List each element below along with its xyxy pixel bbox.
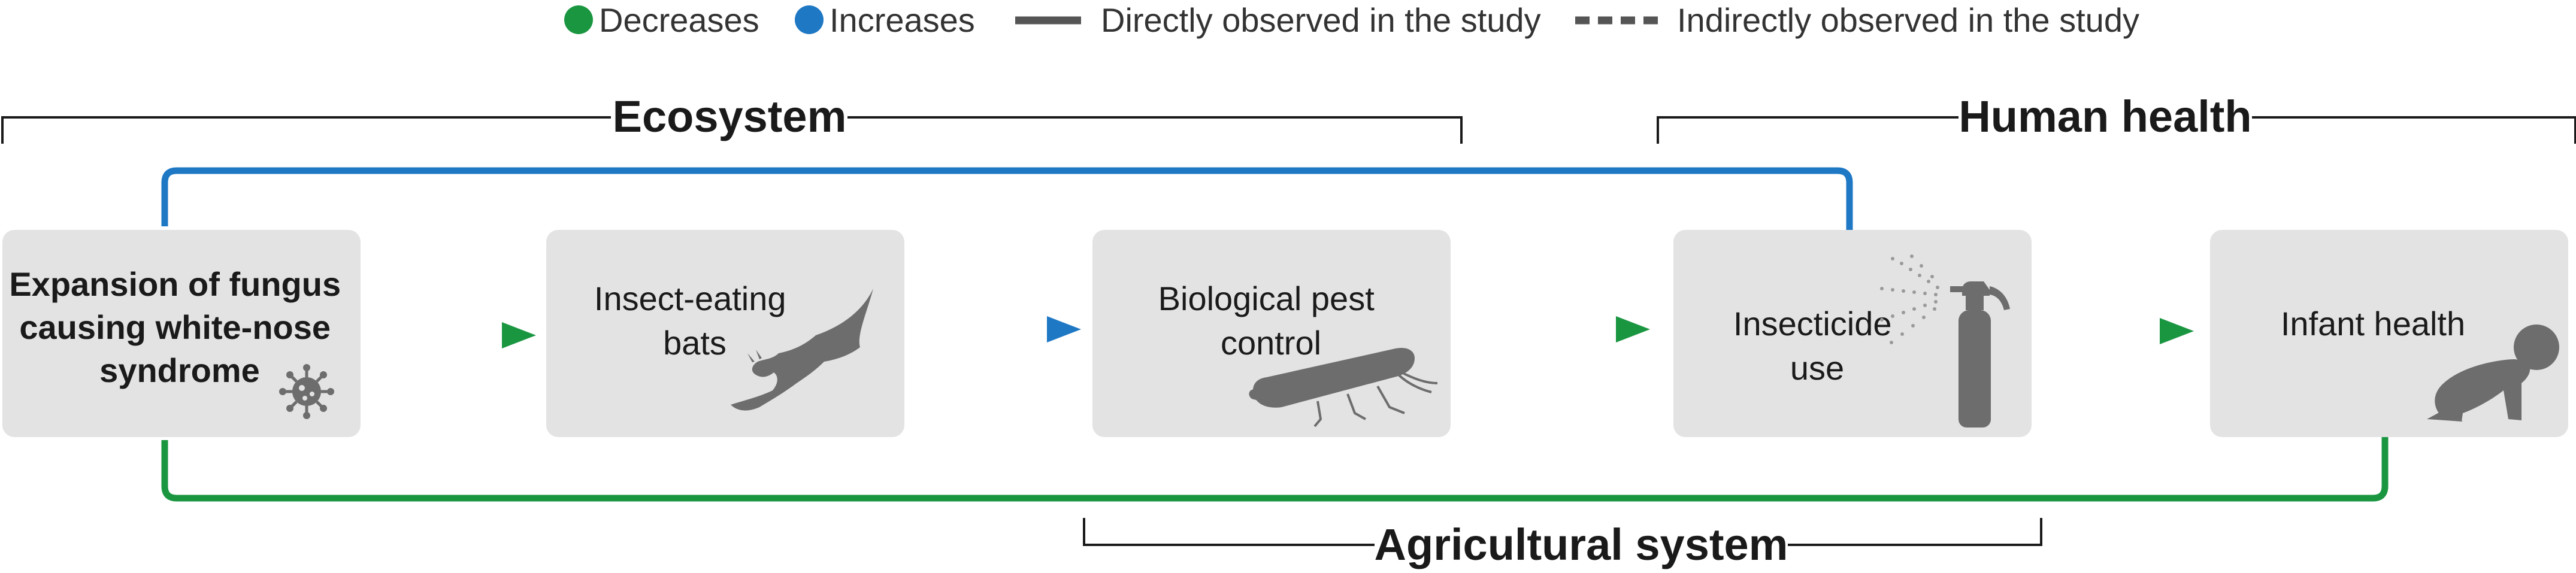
insecticide-label: Insecticide use: [1733, 305, 1901, 387]
mist-spray: [1880, 254, 1939, 344]
link-fungus-to-insecticide: [161, 167, 1853, 263]
agricultural-title: Agricultural system: [1375, 520, 1788, 569]
leafhopper-icon: [1249, 347, 1438, 428]
infant-health-label: Infant health: [2281, 305, 2465, 342]
human-health-bracket: [1657, 116, 2576, 144]
ecosystem-bracket: [1, 116, 1463, 144]
node-insecticide: [1673, 230, 2032, 437]
fungus-label: Expansion of fungus causing white-nose s…: [9, 265, 350, 389]
legend-decreases-label: Decreases: [599, 1, 759, 39]
legend-increases-label: Increases: [830, 1, 975, 39]
increases-dot: [795, 5, 824, 34]
legend-indirect-label: Indirectly observed in the study: [1677, 1, 2139, 39]
agricultural-bracket: [1083, 518, 2042, 546]
node-fungus: [2, 230, 361, 437]
node-bats: [546, 230, 904, 437]
link-fungus-to-infant: [161, 401, 2389, 502]
crawling-baby-icon: [2427, 325, 2559, 422]
decreases-dot: [564, 5, 593, 34]
human-health-title: Human health: [1959, 92, 2251, 141]
bat-icon: [731, 289, 873, 411]
arrow-bats-to-pest: [922, 316, 1081, 342]
ecosystem-title: Ecosystem: [613, 92, 847, 141]
legend-direct-label: Directly observed in the study: [1101, 1, 1541, 39]
arrow-fungus-to-bats: [377, 322, 536, 348]
arrow-insecticide-to-infant: [2048, 318, 2194, 344]
legend: Decreases Increases Directly observed in…: [564, 1, 2139, 39]
pest-control-label: Biological pest control: [1158, 280, 1384, 362]
bats-label: Insect-eating bats: [594, 280, 795, 362]
spray-bottle-icon: [1950, 281, 2010, 428]
virus-icon: [279, 364, 334, 419]
arrow-pest-to-insecticide: [1467, 316, 1650, 342]
